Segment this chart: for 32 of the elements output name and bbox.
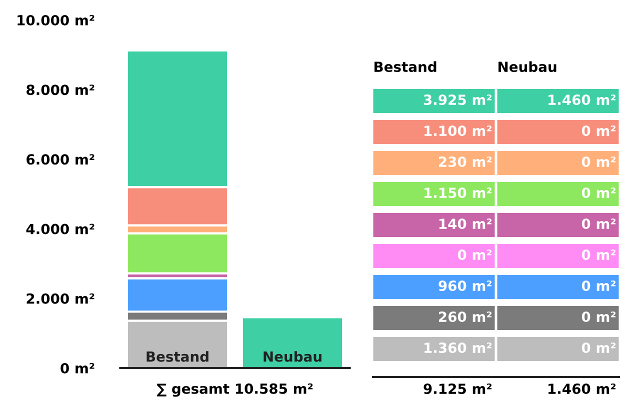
text: 1.460 m² bbox=[548, 384, 616, 394]
text: 140 m² bbox=[439, 218, 492, 230]
y-tick-label: 8.000 m² bbox=[26, 84, 94, 96]
text: 0 m² bbox=[582, 126, 616, 136]
text: 0 m² bbox=[582, 218, 616, 230]
text: 0 m² bbox=[582, 342, 616, 354]
y-tick-label: 4.000 m² bbox=[26, 224, 94, 234]
text: 1.100 m² bbox=[424, 126, 492, 136]
y-tick-label: 0 m² bbox=[60, 362, 94, 374]
text: 0 m² bbox=[582, 188, 616, 198]
bar bbox=[240, 316, 344, 368]
text: 9.125 m² bbox=[424, 384, 492, 394]
text: 1.460 m² bbox=[548, 94, 616, 106]
text: 0 m² bbox=[582, 250, 616, 260]
text: 260 m² bbox=[438, 312, 492, 322]
category-label: Bestand bbox=[146, 351, 208, 362]
text: ∑ gesamt 10.585 m² bbox=[156, 383, 313, 397]
text: 0 m² bbox=[582, 312, 616, 322]
y-tick-label: 10.000 m² bbox=[18, 14, 94, 26]
y-tick-label: 2.000 m² bbox=[26, 293, 94, 304]
text: 0 m² bbox=[582, 280, 616, 292]
text: 0 m² bbox=[458, 250, 492, 260]
text: Neubau bbox=[498, 61, 556, 72]
category-label: Neubau bbox=[264, 351, 322, 362]
text: 1.150 m² bbox=[424, 188, 492, 198]
text: 0 m² bbox=[582, 156, 616, 168]
y-tick-label: 6.000 m² bbox=[26, 154, 94, 165]
text: 230 m² bbox=[438, 156, 492, 168]
text: 3.925 m² bbox=[424, 94, 492, 106]
text: Bestand bbox=[374, 61, 436, 72]
text: 960 m² bbox=[438, 280, 492, 292]
text: 1.360 m² bbox=[424, 342, 492, 354]
